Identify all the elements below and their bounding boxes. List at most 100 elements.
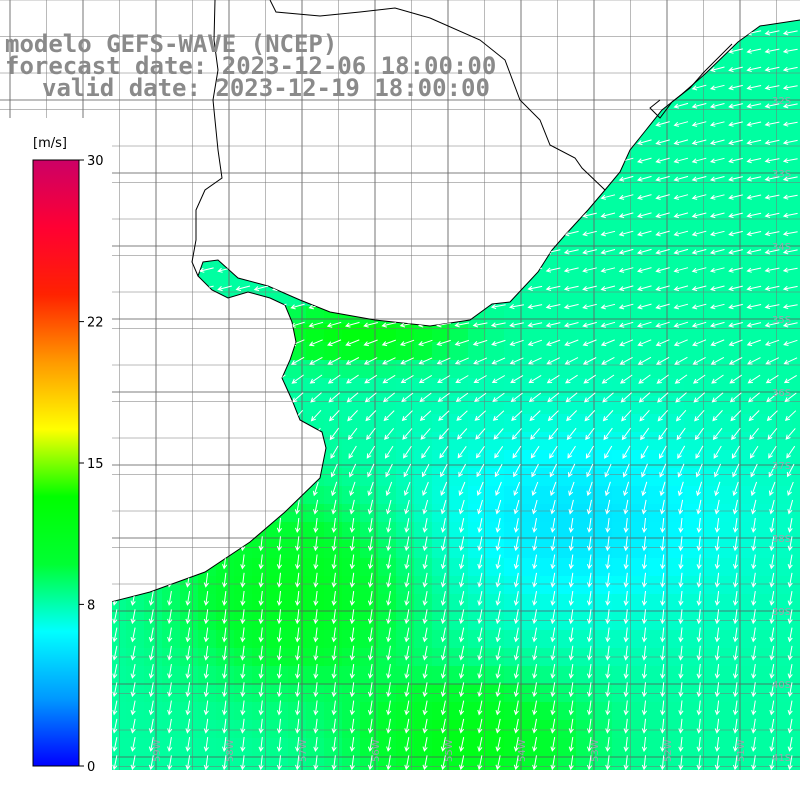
wind-cell bbox=[468, 612, 486, 630]
wind-cell bbox=[450, 540, 468, 558]
wind-arrow bbox=[623, 718, 629, 734]
wind-arrow bbox=[476, 481, 484, 496]
wind-cell bbox=[504, 522, 522, 540]
wind-arrow bbox=[678, 663, 684, 680]
wind-cell bbox=[594, 522, 612, 540]
lon-label: 56W bbox=[371, 739, 382, 762]
wind-cell bbox=[630, 666, 648, 684]
wind-cell bbox=[756, 504, 774, 522]
wind-arrow bbox=[782, 285, 798, 291]
wind-arrow bbox=[732, 481, 739, 497]
wind-arrow bbox=[751, 536, 757, 552]
wind-cell bbox=[486, 756, 504, 770]
wind-arrow bbox=[240, 609, 246, 625]
wind-arrow bbox=[782, 231, 798, 237]
wind-cell bbox=[666, 234, 684, 252]
wind-arrow bbox=[309, 356, 323, 365]
wind-arrow bbox=[167, 737, 173, 752]
wind-cell bbox=[432, 576, 450, 594]
wind-cell bbox=[432, 432, 450, 450]
wind-cell bbox=[198, 702, 216, 720]
wind-arrow bbox=[568, 536, 574, 552]
wind-arrow bbox=[331, 591, 337, 606]
wind-cell bbox=[450, 594, 468, 612]
wind-arrow bbox=[728, 285, 743, 292]
wind-arrow bbox=[367, 481, 374, 497]
wind-cell bbox=[666, 720, 684, 738]
wind-arrow bbox=[605, 682, 611, 698]
wind-arrow bbox=[495, 663, 501, 679]
wind-arrow bbox=[584, 410, 596, 422]
wind-arrow bbox=[385, 463, 393, 478]
wind-arrow bbox=[404, 664, 410, 679]
wind-arrow bbox=[422, 627, 428, 643]
wind-arrow bbox=[545, 339, 561, 347]
wind-arrow bbox=[386, 755, 392, 770]
wind-arrow bbox=[477, 700, 483, 716]
wind-cell bbox=[594, 342, 612, 360]
colorbar-tick-label-1: 22 bbox=[87, 316, 104, 331]
wind-arrow bbox=[746, 139, 762, 145]
wind-arrow bbox=[547, 410, 559, 422]
wind-cell bbox=[486, 414, 504, 432]
wind-cell bbox=[774, 396, 792, 414]
wind-cell bbox=[504, 396, 522, 414]
wind-arrow bbox=[386, 591, 392, 606]
wind-cell bbox=[594, 594, 612, 612]
wind-arrow bbox=[403, 445, 412, 459]
wind-arrow bbox=[550, 645, 556, 661]
wind-cell bbox=[792, 144, 800, 162]
wind-cell bbox=[216, 666, 234, 684]
wind-cell bbox=[630, 720, 648, 738]
wind-cell bbox=[540, 396, 558, 414]
wind-cell bbox=[612, 540, 630, 558]
wind-cell bbox=[450, 558, 468, 576]
wind-cell bbox=[486, 612, 504, 630]
wind-arrow bbox=[746, 285, 762, 291]
wind-cell bbox=[540, 666, 558, 684]
wind-arrow bbox=[714, 645, 720, 661]
wind-cell bbox=[468, 432, 486, 450]
lat-label: 34S bbox=[772, 242, 791, 253]
wind-arrow bbox=[746, 212, 762, 218]
wind-arrow bbox=[731, 427, 741, 441]
wind-arrow bbox=[532, 554, 538, 570]
wind-arrow bbox=[203, 700, 209, 716]
wind-cell bbox=[486, 522, 504, 540]
wind-arrow bbox=[422, 664, 428, 679]
wind-arrow bbox=[619, 374, 633, 384]
wind-arrow bbox=[240, 645, 246, 661]
wind-arrow bbox=[658, 427, 668, 441]
wind-arrow bbox=[328, 410, 340, 422]
wind-arrow bbox=[660, 554, 666, 570]
wind-arrow bbox=[582, 357, 597, 365]
wind-cell bbox=[666, 108, 684, 126]
wind-cell bbox=[594, 306, 612, 324]
wind-arrow bbox=[764, 176, 780, 182]
wind-cell bbox=[378, 360, 396, 378]
wind-cell bbox=[540, 756, 558, 770]
wind-arrow bbox=[678, 609, 684, 625]
wind-arrow bbox=[696, 499, 702, 515]
wind-arrow bbox=[787, 481, 794, 496]
wind-arrow bbox=[400, 374, 414, 384]
wind-cell bbox=[486, 342, 504, 360]
wind-arrow bbox=[783, 374, 797, 384]
wind-arrow bbox=[532, 518, 538, 533]
wind-arrow bbox=[586, 718, 593, 734]
wind-arrow bbox=[787, 664, 793, 679]
wind-arrow bbox=[532, 572, 538, 588]
wind-arrow bbox=[422, 481, 429, 496]
wind-cell bbox=[558, 252, 576, 270]
wind-arrow bbox=[696, 590, 702, 607]
wind-cell bbox=[630, 558, 648, 576]
wind-arrow bbox=[655, 356, 670, 365]
wind-arrow bbox=[459, 627, 465, 643]
wind-arrow bbox=[386, 627, 392, 643]
wind-cell bbox=[594, 720, 612, 738]
wind-arrow bbox=[185, 591, 191, 606]
wind-cell bbox=[414, 414, 432, 432]
wind-arrow bbox=[367, 499, 374, 515]
